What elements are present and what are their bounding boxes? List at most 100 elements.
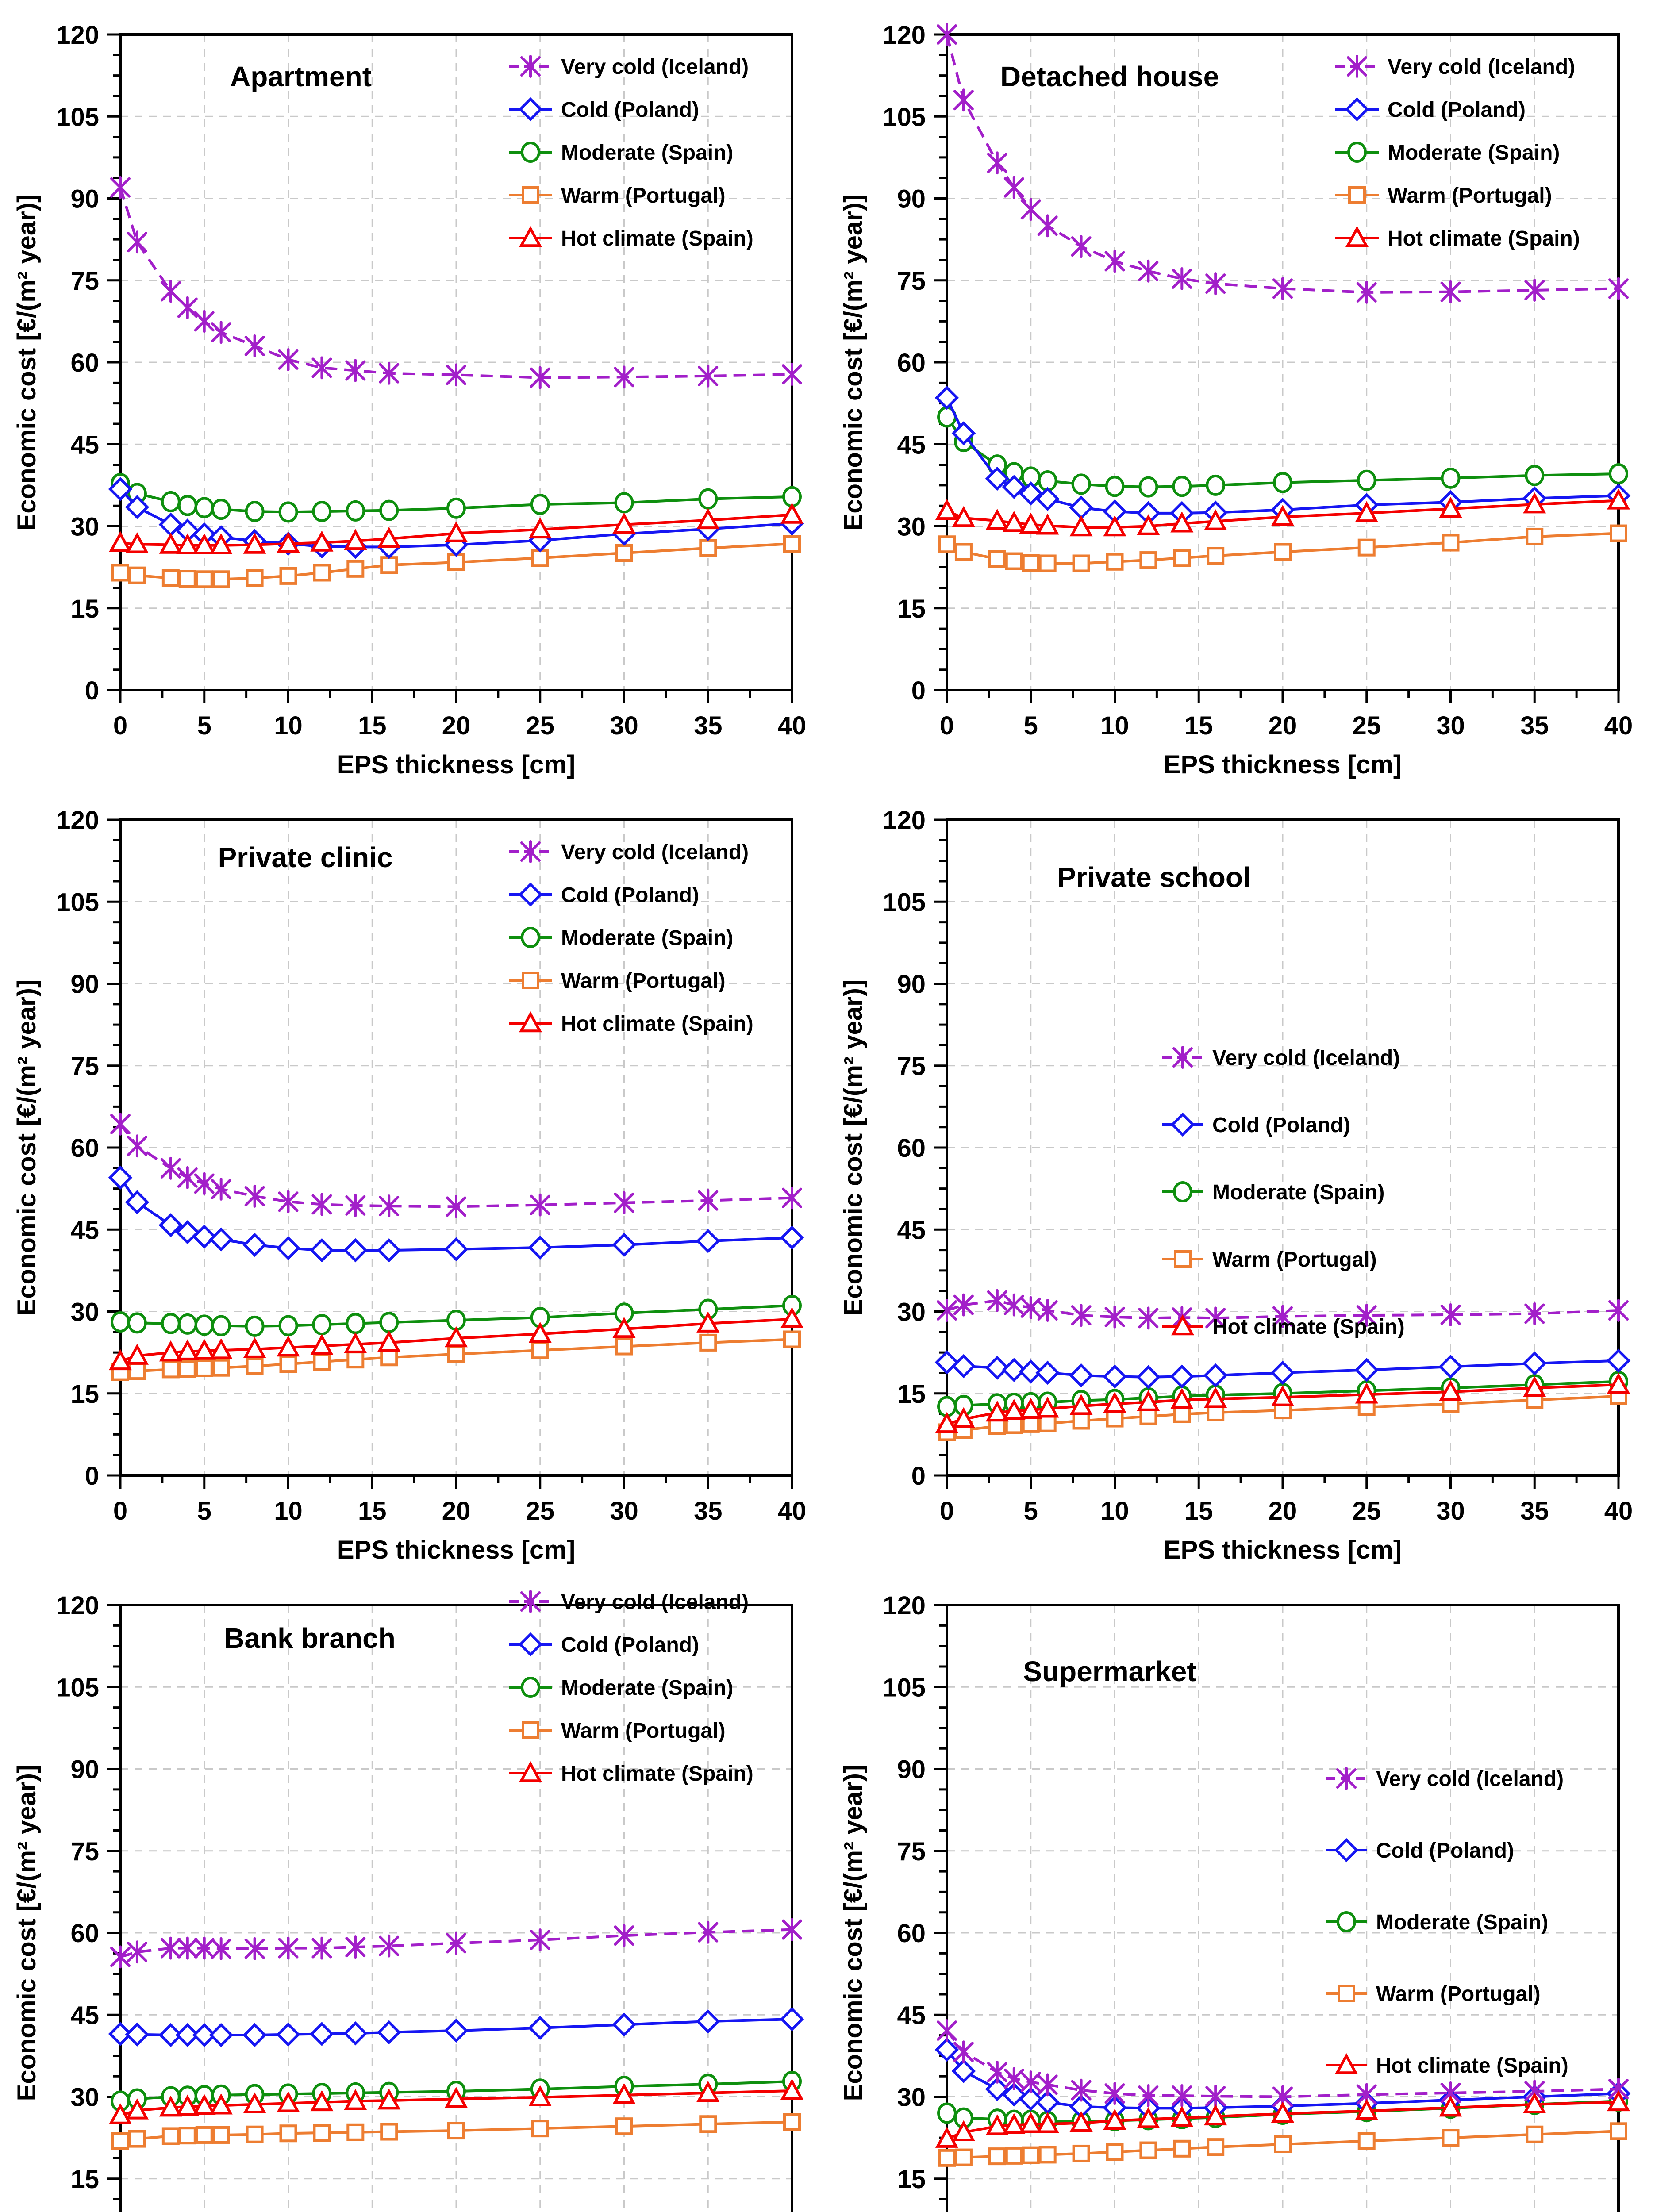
y-tick-label: 45	[70, 430, 99, 459]
y-tick-label: 90	[897, 970, 926, 999]
series-cold	[108, 2007, 804, 2047]
series-warm	[111, 535, 801, 588]
y-tick-label: 75	[897, 267, 926, 296]
y-tick-label: 105	[56, 1673, 99, 1702]
x-tick-label: 5	[197, 711, 211, 740]
y-tick-label: 90	[897, 185, 926, 214]
x-tick-label: 5	[1024, 711, 1038, 740]
series-warm	[111, 2113, 801, 2150]
chart-private-clinic: 0 5 10 15 20 25 30 35 40 0 15 30 45 60 75 90 105 120 EPS t…	[0, 785, 826, 1571]
y-tick-label: 105	[883, 1673, 926, 1702]
y-axis-title: Economic cost [€/(m² year)]	[12, 979, 41, 1316]
legend-label: Hot climate (Spain)	[1376, 2054, 1568, 2078]
legend-item-warm: Warm (Portugal)	[1326, 1982, 1541, 2006]
legend-item-cold: Cold (Poland)	[509, 882, 699, 907]
legend-label: Cold (Poland)	[1388, 98, 1526, 122]
y-tick-label: 105	[56, 888, 99, 917]
y-tick-label: 75	[70, 1052, 99, 1081]
chart-title: Supermarket	[1023, 1655, 1196, 1687]
legend-label: Hot climate (Spain)	[561, 1762, 753, 1786]
chart-apartment: 0 5 10 15 20 25 30 35 40 0 15 30 45 60 75 90 105 120 EPS t…	[0, 0, 826, 785]
x-tick-label: 35	[694, 1497, 723, 1525]
series-very_cold	[937, 23, 1629, 304]
x-tick-label: 25	[526, 1497, 554, 1525]
series-hot	[935, 1372, 1630, 1433]
legend-label: Very cold (Iceland)	[1212, 1046, 1400, 1070]
y-tick-label: 105	[883, 103, 926, 131]
y-tick-label: 75	[897, 1052, 926, 1081]
x-tick-label: 15	[358, 1497, 387, 1525]
series-very_cold	[937, 1289, 1629, 1330]
x-tick-label: 35	[1520, 711, 1549, 740]
y-tick-label: 15	[897, 595, 926, 623]
chart-detached-house: 0 5 10 15 20 25 30 35 40 0 15 30 45 60 75 90 105 120 EPS t…	[826, 0, 1653, 785]
series-very_cold	[937, 2019, 1629, 2108]
series-warm	[111, 1330, 801, 1381]
chart-title: Private clinic	[218, 841, 393, 873]
y-axis-title: Economic cost [€/(m² year)]	[839, 194, 868, 531]
x-axis-title: EPS thickness [cm]	[1164, 750, 1402, 779]
y-tick-label: 45	[897, 2001, 926, 2030]
x-tick-label: 30	[1436, 1497, 1465, 1525]
legend-label: Warm (Portugal)	[561, 1719, 726, 1743]
legend-item-moderate: Moderate (Spain)	[1335, 141, 1560, 165]
legend-item-moderate: Moderate (Spain)	[1162, 1181, 1384, 1204]
chart-canvas-3: 0 5 10 15 20 25 30 35 40 0 15 30 45 60 75 90 105 120 EPS t…	[839, 806, 1633, 1564]
y-tick-label: 120	[883, 1591, 926, 1620]
y-tick-label: 105	[56, 103, 99, 131]
x-tick-label: 10	[274, 1497, 303, 1525]
legend-label: Moderate (Spain)	[1212, 1181, 1384, 1204]
x-axis-title: EPS thickness [cm]	[337, 750, 575, 779]
legend-item-very_cold: Very cold (Iceland)	[1326, 1767, 1564, 1791]
legend-label: Cold (Poland)	[1212, 1114, 1350, 1137]
legend-item-cold: Cold (Poland)	[1326, 1838, 1514, 1863]
x-tick-label: 25	[1352, 711, 1381, 740]
y-tick-label: 30	[897, 513, 926, 541]
y-tick-label: 45	[70, 2001, 99, 2030]
y-tick-label: 75	[897, 1837, 926, 1866]
y-tick-label: 45	[897, 1216, 926, 1244]
x-tick-label: 10	[1100, 711, 1129, 740]
series-moderate	[111, 473, 802, 523]
series-cold	[934, 1348, 1631, 1389]
y-tick-label: 120	[883, 21, 926, 50]
legend-item-cold: Cold (Poland)	[1162, 1112, 1350, 1137]
legend-label: Very cold (Iceland)	[1376, 1767, 1564, 1791]
y-axis-title: Economic cost [€/(m² year)]	[839, 1765, 868, 2101]
legend-label: Moderate (Spain)	[561, 1676, 733, 1700]
y-tick-label: 90	[70, 1755, 99, 1784]
legend-item-hot: Hot climate (Spain)	[509, 1761, 753, 1786]
y-tick-label: 15	[70, 1380, 99, 1409]
x-tick-label: 35	[1520, 1497, 1549, 1525]
y-tick-label: 90	[70, 185, 99, 214]
series-hot	[935, 488, 1630, 537]
legend-item-warm: Warm (Portugal)	[509, 184, 726, 207]
series-hot	[108, 1307, 804, 1371]
legend-label: Cold (Poland)	[561, 883, 699, 907]
x-tick-label: 0	[113, 1497, 127, 1525]
chart-title: Private school	[1057, 861, 1251, 893]
y-tick-label: 60	[897, 1134, 926, 1163]
legend-label: Warm (Portugal)	[1388, 184, 1552, 207]
legend-label: Hot climate (Spain)	[561, 1012, 753, 1036]
y-tick-label: 120	[56, 21, 99, 50]
y-tick-label: 120	[56, 1591, 99, 1620]
legend-item-very_cold: Very cold (Iceland)	[509, 840, 749, 864]
legend-item-very_cold: Very cold (Iceland)	[1335, 55, 1575, 79]
y-tick-label: 120	[56, 806, 99, 835]
series-hot	[108, 503, 804, 554]
legend-label: Very cold (Iceland)	[561, 1590, 749, 1614]
x-tick-label: 0	[940, 1497, 954, 1525]
legend-item-very_cold: Very cold (Iceland)	[509, 55, 749, 79]
series-very_cold	[110, 1112, 802, 1218]
y-tick-label: 0	[85, 1462, 99, 1490]
legend-label: Moderate (Spain)	[561, 141, 733, 165]
x-tick-label: 35	[694, 711, 723, 740]
legend-item-moderate: Moderate (Spain)	[509, 141, 733, 165]
y-tick-label: 60	[70, 349, 99, 377]
x-tick-label: 30	[1436, 711, 1465, 740]
